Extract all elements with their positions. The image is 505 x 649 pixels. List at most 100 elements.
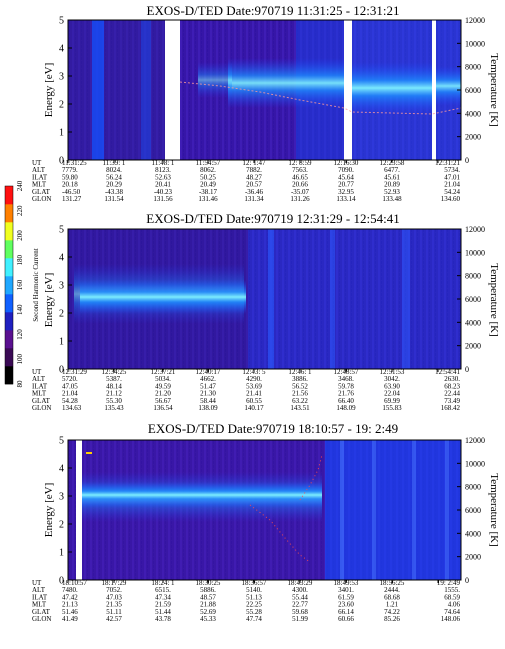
orbit-value: 61.59 [338,593,354,601]
orbit-value: 148.06 [441,615,461,623]
temperature-tick-label: 0 [465,156,469,165]
colorbar-tick-label: 120 [16,329,24,340]
orbit-value: 11:54:57 [196,159,221,167]
temperature-tick-label: 4000 [465,109,481,118]
orbit-value: 51.47 [200,382,216,390]
orbit-value: 55.28 [246,608,262,616]
orbit-value: 7480. [62,586,78,594]
row-label: ILAT [32,173,48,181]
orbit-value: 143.51 [290,404,310,412]
energy-tick-label: 5 [59,436,64,447]
colorbar-tick-label: 140 [16,304,24,315]
orbit-value: 42.57 [106,615,122,623]
panel-1-energy-label: Energy [eV] [43,63,55,117]
panel-2-heatmap [67,228,462,370]
orbit-value: 131.54 [104,195,124,203]
temperature-tick-label: 12000 [465,436,485,445]
energy-tick-label: 2 [59,309,64,320]
orbit-value: 51.99 [292,615,308,623]
colorbar-cell [5,276,13,295]
energy-tick-label: 1 [59,337,64,348]
orbit-value: 23.60 [338,601,354,609]
orbit-value: 1.21 [386,601,399,609]
orbit-value: 5034. [155,375,171,383]
temperature-tick-label: 8000 [465,272,481,281]
orbit-value: 18:17:29 [102,579,127,587]
colorbar: 80 100 120 140 160 180 200 220 240 Second Harmon… [4,180,40,388]
orbit-value: 22.77 [292,601,308,609]
panel-1-energy-ticks: 0 1 2 3 4 5 [59,16,72,167]
energy-tick-label: 5 [59,16,64,27]
orbit-value: 56.67 [155,397,171,405]
orbit-value: 131.34 [244,195,264,203]
orbit-value: -40.23 [154,188,173,196]
row-label: UT [32,368,42,376]
temperature-tick-label: 6000 [465,86,481,95]
orbit-value: 20.49 [200,181,216,189]
orbit-value: 148.09 [336,404,356,412]
energy-tick-label: 0 [59,365,64,376]
row-label: GLAT [32,397,51,405]
energy-tick-label: 2 [59,100,64,111]
orbit-value: 19: 2:49 [437,579,461,587]
orbit-value: 48.14 [106,382,122,390]
orbit-value: 47.01 [444,173,460,181]
colorbar-scale [5,186,13,385]
orbit-value: 51.46 [62,608,78,616]
orbit-value: -43.38 [105,188,124,196]
orbit-value: 2630. [444,375,460,383]
orbit-value: 134.60 [441,195,461,203]
orbit-value: 168.42 [441,404,461,412]
orbit-value: 138.09 [198,404,218,412]
orbit-value: 56.24 [106,173,122,181]
orbit-value: 20.89 [384,181,400,189]
orbit-value: 20.18 [62,181,78,189]
orbit-value: 3401. [338,586,354,594]
row-label: MLT [32,390,47,398]
orbit-value: 48.57 [200,593,216,601]
colorbar-cell [5,258,13,277]
orbit-value: 131.46 [198,195,218,203]
orbit-value: 47.74 [246,615,262,623]
orbit-value: -38.17 [199,188,218,196]
panel-2-temperature-label: Temperature [K] [488,263,500,336]
orbit-value: 8062. [200,166,216,174]
orbit-value: 135.43 [104,404,124,412]
orbit-value: 21.13 [62,601,78,609]
colorbar-tick-label: 200 [16,230,24,241]
orbit-value: 47.05 [62,382,78,390]
energy-tick-label: 4 [59,44,64,55]
temperature-tick-label: 2000 [465,553,481,562]
row-label: ALT [32,586,46,594]
orbit-value: 131.56 [153,195,173,203]
orbit-value: 56.52 [292,382,308,390]
panel-1-heatmap [67,19,462,161]
orbit-value: 48.27 [246,173,262,181]
orbit-value: 21.59 [155,601,171,609]
energy-tick-label: 1 [59,548,64,559]
orbit-value: 21.20 [155,390,171,398]
orbit-value: 22.44 [444,390,460,398]
orbit-value: 20.77 [338,181,354,189]
colorbar-tick-label: 220 [16,205,24,216]
orbit-value: 4662. [200,375,216,383]
orbit-value: 131.26 [290,195,310,203]
temperature-tick-label: 10000 [465,39,485,48]
orbit-value: 12:40:17 [196,368,221,376]
panel-3-title: EXOS-D/TED Date:970719 18:10:57 - 19: 2:… [148,421,398,436]
temperature-tick-label: 0 [465,576,469,585]
orbit-value: 59.68 [292,608,308,616]
row-label: MLT [32,181,47,189]
panel-2-energy-ticks: 0 1 2 3 4 5 [59,225,72,376]
orbit-value: 3468. [338,375,354,383]
energy-tick-label: 2 [59,520,64,531]
colorbar-cell [5,240,13,259]
colorbar-cell [5,186,13,205]
orbit-value: 11:31:25 [62,159,87,167]
temperature-tick-label: 12000 [465,16,485,25]
orbit-value: 59.80 [62,173,78,181]
orbit-value: 18:43:29 [288,579,313,587]
orbit-value: 46.65 [292,173,308,181]
orbit-value: 21.04 [62,390,78,398]
orbit-value: 18:56:25 [380,579,405,587]
